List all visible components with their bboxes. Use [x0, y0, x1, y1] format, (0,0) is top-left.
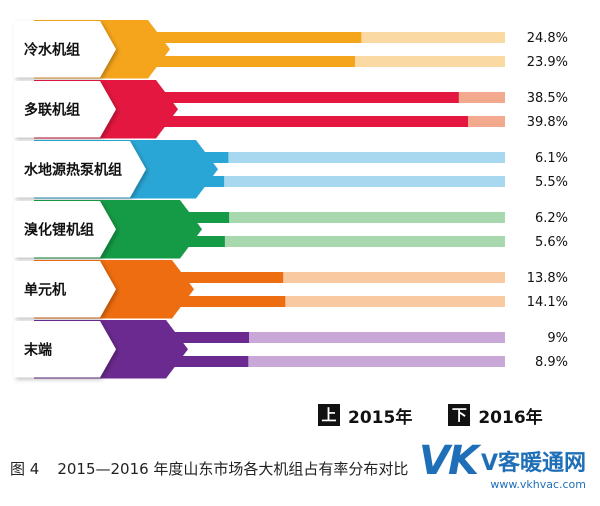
value-label: 38.5% [527, 91, 568, 106]
figure-title: 2015—2016 年度山东市场各大机组占有率分布对比 [57, 460, 409, 478]
bar-track [172, 332, 505, 343]
value-label: 13.8% [527, 271, 568, 286]
category-group: 末端 9% 8.9% [14, 320, 568, 379]
bar-track [186, 212, 505, 223]
bar-2016 [154, 56, 355, 67]
category-label: 冷水机组 [24, 41, 80, 58]
category-label-tab [14, 141, 146, 198]
bar-track [178, 296, 505, 307]
category-label-tab [14, 21, 116, 78]
bar-2015 [172, 332, 249, 343]
category-label-tab [14, 81, 116, 138]
category-group: 冷水机组 24.8% 23.9% [14, 20, 568, 79]
category-label-tab [14, 321, 116, 378]
category-group: 溴化锂机组 6.2% 5.6% [14, 200, 568, 259]
bar-2016 [178, 296, 286, 307]
category-label-tab [14, 261, 116, 318]
bar-track [202, 176, 505, 187]
brand-url: www.vkhvac.com [490, 478, 586, 491]
value-label: 6.2% [535, 211, 568, 226]
watermark-brand: VK V客暖通网 www.vkhvac.com [419, 438, 586, 491]
bar-2016 [186, 236, 225, 247]
value-label: 8.9% [535, 355, 568, 370]
legend-label-2015: 2015年 [348, 407, 413, 428]
bar-2015 [162, 92, 459, 103]
legend-key-2016: 下 [448, 404, 471, 426]
value-label: 5.5% [535, 175, 568, 190]
bar-2015 [178, 272, 284, 283]
value-label: 24.8% [527, 31, 568, 46]
value-label: 14.1% [527, 295, 568, 310]
bar-track [172, 356, 505, 367]
category-group: 单元机 13.8% 14.1% [14, 260, 568, 319]
bar-track [202, 152, 505, 163]
bar-track [186, 236, 505, 247]
legend: 上 2015年 下 2016年 [318, 402, 543, 428]
figure-number: 图 4 [10, 460, 40, 478]
bar-2015 [186, 212, 230, 223]
category-label: 溴化锂机组 [24, 221, 94, 238]
legend-label-2016: 2016年 [478, 407, 543, 428]
brand-logo: VK [419, 438, 479, 484]
category-label-tab [14, 201, 116, 258]
category-label: 多联机组 [24, 101, 80, 118]
bar-2016 [162, 116, 469, 127]
category-label: 水地源热泵机组 [24, 161, 122, 178]
category-label: 末端 [24, 341, 52, 358]
value-label: 39.8% [527, 115, 568, 130]
legend-key-2015: 上 [318, 404, 340, 426]
brand-name: V客暖通网 [480, 451, 586, 476]
bar-2015 [154, 32, 362, 43]
value-label: 5.6% [535, 235, 568, 250]
bar-2015 [202, 152, 229, 163]
category-label: 单元机 [24, 281, 66, 298]
bar-2016 [172, 356, 249, 367]
bar-2016 [202, 176, 225, 187]
value-label: 23.9% [527, 55, 568, 70]
category-group: 水地源热泵机组 6.1% 5.5% [14, 140, 568, 199]
figure-caption: 图 4 2015—2016 年度山东市场各大机组占有率分布对比 [10, 458, 408, 479]
value-label: 6.1% [535, 151, 568, 166]
value-label: 9% [547, 331, 568, 346]
category-group: 多联机组 38.5% 39.8% [14, 80, 568, 139]
bar-track [178, 272, 505, 283]
